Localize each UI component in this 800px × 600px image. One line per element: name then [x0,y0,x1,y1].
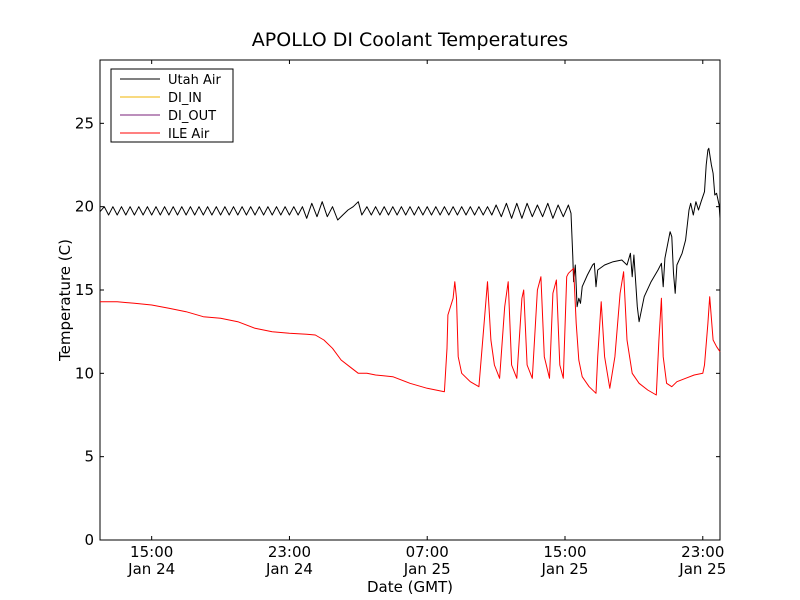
y-tick-label: 25 [75,114,94,132]
x-axis-label: Date (GMT) [367,578,453,596]
y-tick-label: 20 [75,198,94,216]
series-line-utah-air [99,147,721,323]
legend-box [110,68,234,143]
x-tick-date-label: Jan 25 [678,560,726,578]
y-axis-label: Temperature (C) [56,239,74,362]
y-tick-label: 15 [75,281,94,299]
y-tick-label: 10 [75,364,94,382]
x-tick-date-label: Jan 24 [127,560,175,578]
plot-frame [99,59,721,541]
x-tick-time-label: 15:00 [543,543,586,561]
x-tick-time-label: 15:00 [130,543,173,561]
x-tick-time-label: 07:00 [406,543,449,561]
legend: Utah Air DI_IN DI_OUT ILE Air [110,68,234,143]
y-tick-label: 0 [84,531,94,549]
legend-label: DI_OUT [168,109,216,124]
legend-label: ILE Air [168,127,210,142]
x-tick-time-label: 23:00 [268,543,311,561]
chart-title: APOLLO DI Coolant Temperatures [252,29,568,51]
x-tick-time-label: 23:00 [681,543,724,561]
legend-label: Utah Air [168,73,221,88]
legend-label: DI_IN [168,91,202,106]
x-tick-date-label: Jan 25 [403,560,451,578]
series-layer [99,147,721,396]
y-tick-label: 5 [84,448,94,466]
x-tick-date-label: Jan 25 [541,560,589,578]
x-tick-date-label: Jan 24 [265,560,313,578]
y-axis-ticks: 0 5 10 15 20 25 [75,114,720,549]
series-line-ile-air [100,267,721,396]
